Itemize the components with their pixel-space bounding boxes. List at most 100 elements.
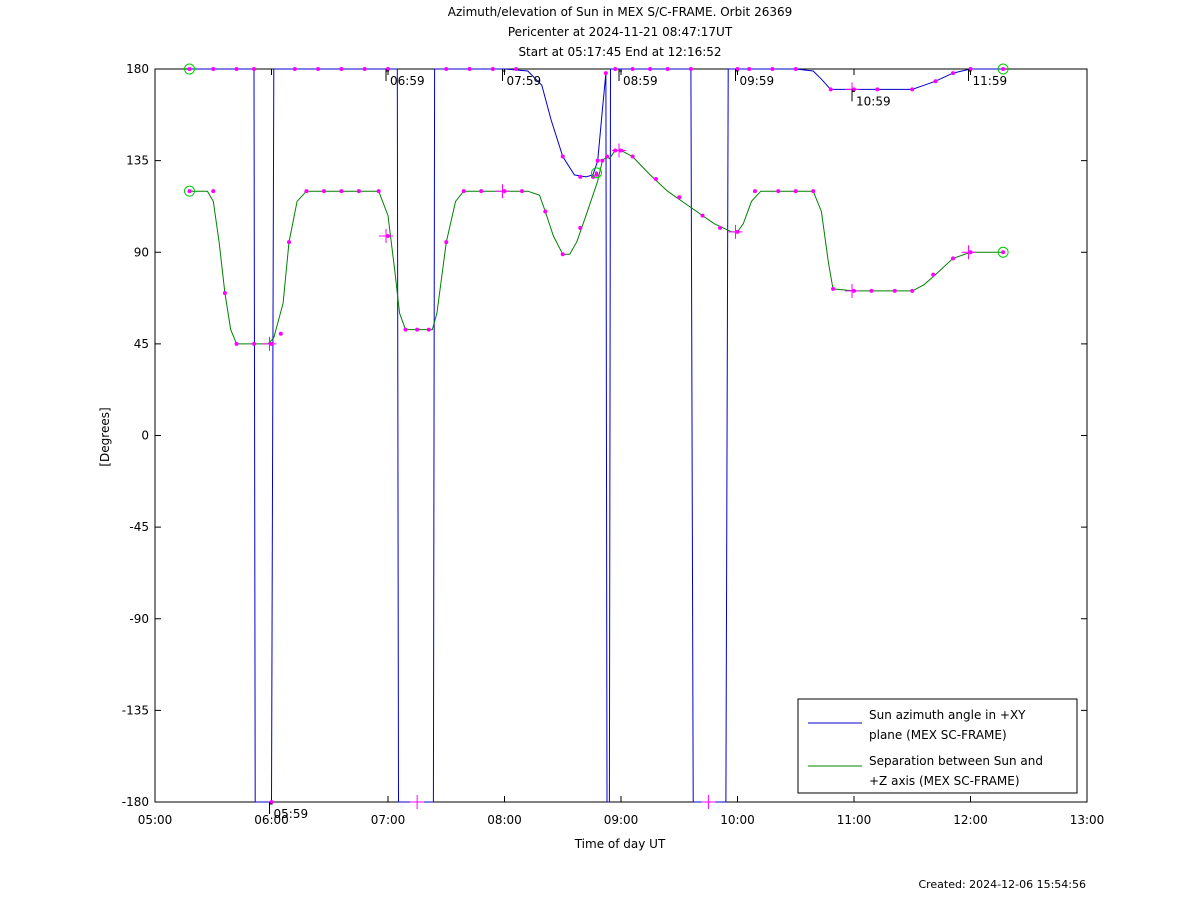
x-axis-label: Time of day UT [574, 837, 666, 851]
x-tick-label: 09:00 [604, 813, 639, 827]
data-point-azimuth [252, 67, 257, 71]
data-point-azimuth [793, 67, 798, 71]
data-point-azimuth [362, 67, 367, 71]
endpoint-circle [183, 63, 195, 75]
x-tick-label: 13:00 [1070, 813, 1105, 827]
data-point-separation [519, 189, 524, 194]
data-point-separation [811, 189, 816, 194]
data-point-separation [234, 341, 239, 346]
series-line-azimuth [189, 68, 1004, 803]
x-tick-label: 10:00 [720, 813, 755, 827]
data-point-azimuth [269, 800, 274, 804]
data-point-azimuth [560, 154, 565, 159]
endpoint-circle [183, 185, 195, 197]
x-tick-label: 11:00 [837, 813, 872, 827]
y-tick-label: 90 [134, 245, 149, 259]
axis-ticks: 05:00 06:00 07:00 08:00 09:00 10:00 11:00 12:00… [122, 62, 1105, 827]
data-point-separation [286, 240, 291, 245]
data-point-azimuth [211, 67, 216, 71]
data-point-separation [278, 331, 283, 336]
endpoint-circle [997, 246, 1009, 258]
data-point-separation [910, 288, 915, 293]
data-point-separation [211, 189, 216, 194]
data-point-separation [600, 158, 605, 163]
legend-label-azimuth: Sun azimuth angle in +XY plane (MEX SC-F… [869, 708, 1029, 742]
y-tick-label: -45 [129, 520, 149, 534]
data-point-separation [222, 290, 227, 295]
data-point-azimuth [316, 67, 321, 71]
data-point-azimuth [234, 67, 239, 71]
x-tick-label: 08:00 [487, 813, 522, 827]
data-point-separation [356, 189, 361, 194]
markers-layer: 05:59 06:59 07:59 08:59 09:59 10:59 11:59 [183, 63, 1009, 821]
chart-subtitle-pericenter: Pericenter at 2024-11-21 08:47:17UT [507, 25, 733, 39]
legend-box [797, 698, 1078, 794]
endpoint-dot [187, 67, 191, 71]
series-line-separation [189, 149, 1004, 345]
chart-subtitle-start-end: Start at 05:17:45 End at 12:16:52 [518, 45, 722, 59]
data-point-separation [321, 189, 326, 194]
data-point-azimuth [444, 67, 449, 71]
data-point-separation [677, 195, 682, 200]
data-point-azimuth [595, 158, 600, 163]
plot-area [154, 68, 1088, 803]
hour-mark-label: 10:59 [856, 94, 891, 108]
data-point-azimuth [514, 67, 519, 71]
data-point-azimuth [490, 67, 495, 71]
hour-mark-label: 05:59 [274, 807, 309, 821]
data-point-separation [415, 327, 420, 332]
data-point-azimuth [770, 67, 775, 71]
data-point-separation [831, 286, 836, 291]
x-tick-label: 12:00 [953, 813, 988, 827]
data-point-separation [752, 189, 757, 194]
data-point-separation [718, 225, 723, 230]
data-point-separation [892, 288, 897, 293]
endpoint-circle [997, 63, 1009, 75]
series-layer [189, 68, 1004, 803]
hour-mark-label: 09:59 [740, 74, 775, 88]
data-point-separation [543, 209, 548, 214]
data-point-separation [304, 189, 309, 194]
endpoint-dot [187, 189, 191, 193]
x-tick-label: 05:00 [138, 813, 173, 827]
y-tick-label: 0 [141, 429, 149, 443]
chart-title: Azimuth/elevation of Sun in MEX S/C-FRAM… [447, 5, 793, 19]
data-point-azimuth [747, 67, 752, 71]
data-point-separation [793, 189, 798, 194]
data-point-azimuth [968, 67, 973, 71]
data-point-azimuth [910, 87, 915, 92]
x-tick-label: 06:00 [254, 813, 289, 827]
data-point-azimuth [339, 67, 344, 71]
data-point-separation [461, 189, 466, 194]
data-point-separation [376, 189, 381, 194]
data-point-separation [426, 327, 431, 332]
data-point-azimuth [828, 87, 833, 92]
legend: Sun azimuth angle in +XY plane (MEX SC-F… [797, 698, 1078, 794]
data-point-separation [403, 327, 408, 332]
y-axis-label: [Degrees] [98, 407, 112, 466]
y-tick-label: -180 [122, 795, 149, 809]
endpoint-circle [591, 167, 603, 179]
data-point-separation [700, 213, 705, 218]
x-tick-label: 07:00 [371, 813, 406, 827]
data-point-separation [560, 252, 565, 257]
data-point-separation [444, 240, 449, 245]
y-tick-label: -135 [122, 703, 149, 717]
data-point-azimuth [603, 71, 608, 76]
data-point-separation [951, 256, 956, 261]
data-point-azimuth [735, 67, 740, 71]
data-point-azimuth [630, 67, 635, 71]
data-point-azimuth [875, 87, 880, 92]
data-point-separation [776, 189, 781, 194]
data-point-azimuth [467, 67, 472, 71]
y-tick-label: 135 [126, 154, 149, 168]
data-point-separation [578, 225, 583, 230]
data-point-separation [653, 176, 658, 181]
data-point-separation [931, 272, 936, 277]
legend-label-separation: Separation between Sun and +Z axis (MEX … [869, 754, 1047, 788]
data-point-separation [630, 154, 635, 159]
hour-mark-label: 08:59 [623, 74, 658, 88]
data-point-azimuth [578, 174, 583, 179]
data-point-separation [479, 189, 484, 194]
